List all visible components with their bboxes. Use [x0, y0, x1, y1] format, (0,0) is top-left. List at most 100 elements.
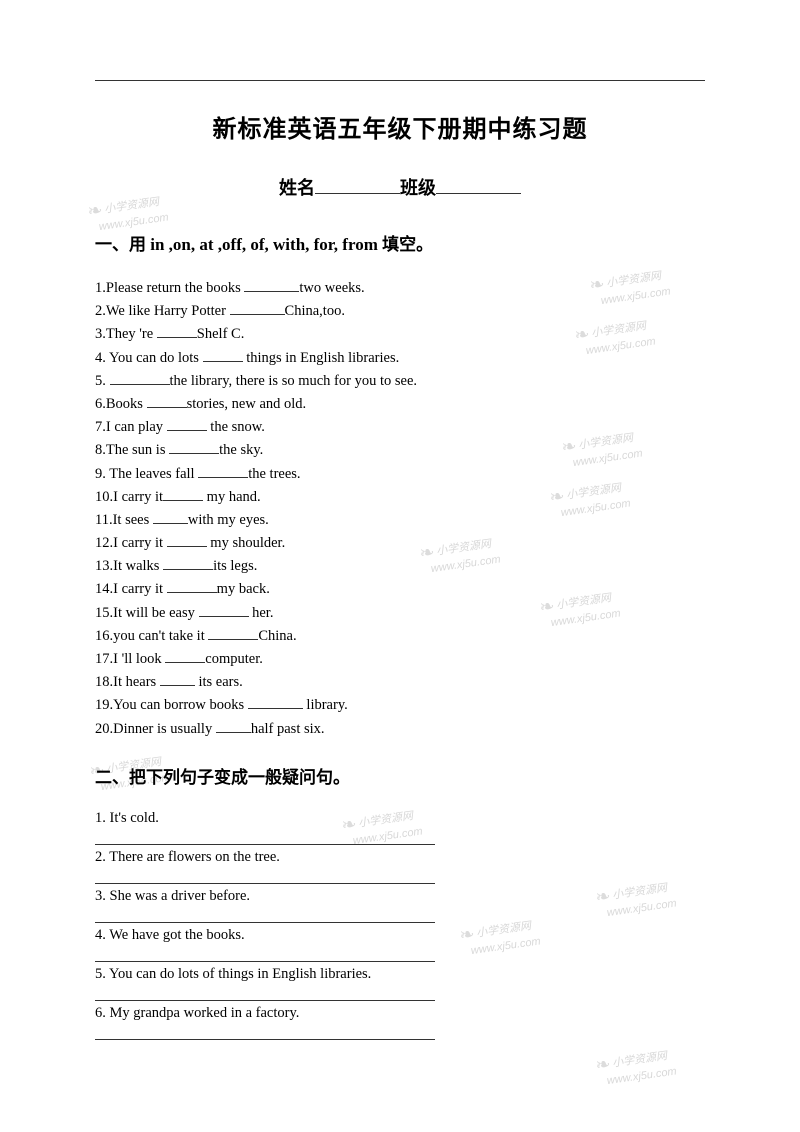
question-item: 6. My grandpa worked in a factory.	[95, 1005, 705, 1022]
question-text-post: her.	[249, 605, 274, 621]
answer-line[interactable]	[95, 829, 435, 845]
question-text-pre: 12.I carry it	[95, 535, 167, 551]
question-text-pre: 8.The sun is	[95, 442, 169, 458]
fill-blank[interactable]	[248, 696, 303, 710]
question-text-post: its legs.	[213, 558, 257, 574]
question-item: 16.you can't take it China.	[95, 625, 705, 648]
question-item: 14.I carry it my back.	[95, 578, 705, 601]
answer-line[interactable]	[95, 946, 435, 962]
question-item: 5. You can do lots of things in English …	[95, 966, 705, 983]
fill-blank[interactable]	[167, 580, 217, 594]
question-item: 15.It will be easy her.	[95, 602, 705, 625]
question-text-pre: 6.Books	[95, 396, 147, 412]
question-text-post: Shelf C.	[197, 326, 245, 342]
question-item: 5. the library, there is so much for you…	[95, 370, 705, 393]
fill-blank[interactable]	[165, 649, 205, 663]
fill-blank[interactable]	[203, 348, 243, 362]
question-text-pre: 19.You can borrow books	[95, 697, 248, 713]
answer-line[interactable]	[95, 868, 435, 884]
question-text-pre: 18.It hears	[95, 674, 160, 690]
section2-title: 二、把下列句子变成一般疑问句。	[95, 763, 705, 788]
answer-line[interactable]	[95, 907, 435, 923]
fill-blank[interactable]	[163, 487, 203, 501]
question-text-post: China.	[258, 628, 296, 644]
answer-line[interactable]	[95, 985, 435, 1001]
question-text-post: the sky.	[219, 442, 263, 458]
fill-blank[interactable]	[153, 510, 188, 524]
fill-blank[interactable]	[157, 325, 197, 339]
section1-title: 一、用 in ,on, at ,off, of, with, for, from…	[95, 230, 705, 255]
fill-blank[interactable]	[244, 278, 299, 292]
question-text-pre: 16.you can't take it	[95, 628, 208, 644]
question-text-post: stories, new and old.	[187, 396, 307, 412]
question-item: 1. It's cold.	[95, 810, 705, 827]
question-text-post: the library, there is so much for you to…	[170, 373, 418, 389]
question-text-pre: 5.	[95, 373, 110, 389]
question-item: 4. We have got the books.	[95, 927, 705, 944]
question-text-pre: 2.We like Harry Potter	[95, 303, 230, 319]
question-item: 17.I 'll look computer.	[95, 648, 705, 671]
question-item: 1.Please return the books two weeks.	[95, 277, 705, 300]
question-text-pre: 10.I carry it	[95, 489, 163, 505]
question-item: 19.You can borrow books library.	[95, 694, 705, 717]
question-text-post: the trees.	[248, 466, 300, 482]
question-item: 2.We like Harry Potter China,too.	[95, 300, 705, 323]
fill-blank[interactable]	[208, 626, 258, 640]
top-rule	[95, 80, 705, 81]
question-item: 10.I carry it my hand.	[95, 486, 705, 509]
question-item: 2. There are flowers on the tree.	[95, 849, 705, 866]
question-text-pre: 4. You can do lots	[95, 350, 203, 366]
question-item: 18.It hears its ears.	[95, 671, 705, 694]
question-item: 11.It sees with my eyes.	[95, 509, 705, 532]
class-field[interactable]	[436, 176, 521, 194]
name-class-line: 姓名 班级	[95, 174, 705, 200]
question-item: 6.Books stories, new and old.	[95, 393, 705, 416]
fill-blank[interactable]	[167, 533, 207, 547]
question-text-pre: 17.I 'll look	[95, 651, 165, 667]
question-text-post: China,too.	[285, 303, 345, 319]
fill-blank[interactable]	[198, 464, 248, 478]
fill-blank[interactable]	[147, 394, 187, 408]
class-label: 班级	[400, 178, 436, 198]
question-text-pre: 11.It sees	[95, 512, 153, 528]
question-text-pre: 3.They 're	[95, 326, 157, 342]
fill-blank[interactable]	[216, 719, 251, 733]
question-text-post: the snow.	[207, 419, 265, 435]
fill-blank[interactable]	[160, 672, 195, 686]
fill-blank[interactable]	[163, 556, 213, 570]
fill-blank[interactable]	[167, 417, 207, 431]
fill-blank[interactable]	[199, 603, 249, 617]
section1-questions: 1.Please return the books two weeks.2.We…	[95, 277, 705, 741]
question-text-post: computer.	[205, 651, 263, 667]
question-text-pre: 7.I can play	[95, 419, 167, 435]
section2-questions: 1. It's cold. 2. There are flowers on the…	[95, 810, 705, 1040]
doc-title: 新标准英语五年级下册期中练习题	[95, 109, 705, 144]
name-field[interactable]	[315, 176, 400, 194]
fill-blank[interactable]	[230, 301, 285, 315]
question-text-pre: 15.It will be easy	[95, 605, 199, 621]
question-item: 8.The sun is the sky.	[95, 439, 705, 462]
question-item: 7.I can play the snow.	[95, 416, 705, 439]
question-text-post: my back.	[217, 581, 270, 597]
question-item: 3.They 're Shelf C.	[95, 323, 705, 346]
question-item: 3. She was a driver before.	[95, 888, 705, 905]
question-text-pre: 9. The leaves fall	[95, 466, 198, 482]
question-text-post: things in English libraries.	[243, 350, 400, 366]
question-text-pre: 20.Dinner is usually	[95, 721, 216, 737]
question-text-post: its ears.	[195, 674, 243, 690]
document-page: 新标准英语五年级下册期中练习题 姓名 班级 一、用 in ,on, at ,off…	[0, 0, 800, 1102]
question-text-pre: 13.It walks	[95, 558, 163, 574]
question-item: 13.It walks its legs.	[95, 555, 705, 578]
fill-blank[interactable]	[110, 371, 170, 385]
answer-line[interactable]	[95, 1024, 435, 1040]
question-text-post: my hand.	[203, 489, 261, 505]
question-item: 4. You can do lots things in English lib…	[95, 347, 705, 370]
question-text-post: half past six.	[251, 721, 325, 737]
question-text-post: two weeks.	[299, 280, 364, 296]
question-text-post: with my eyes.	[188, 512, 269, 528]
question-text-pre: 14.I carry it	[95, 581, 167, 597]
question-item: 20.Dinner is usually half past six.	[95, 718, 705, 741]
question-text-post: my shoulder.	[207, 535, 286, 551]
name-label: 姓名	[279, 178, 315, 198]
fill-blank[interactable]	[169, 441, 219, 455]
